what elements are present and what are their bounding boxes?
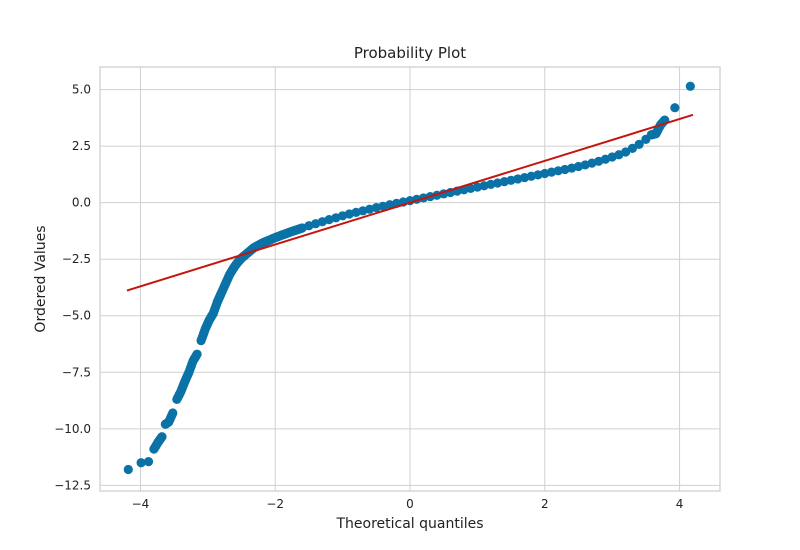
x-tick-label: −4 — [132, 497, 150, 511]
x-tick-label: −2 — [266, 497, 284, 511]
y-tick-label: −5.0 — [62, 309, 91, 323]
x-tick-label: 0 — [406, 497, 414, 511]
data-point — [191, 350, 201, 360]
data-point — [167, 409, 177, 420]
data-point — [136, 458, 146, 468]
plot-frame — [99, 66, 721, 492]
data-point — [123, 464, 133, 475]
y-axis-label: Ordered Values — [33, 225, 49, 332]
data-point — [296, 223, 306, 233]
chart-title: Probability Plot — [354, 44, 466, 62]
y-tick-label: −10.0 — [54, 422, 91, 436]
y-tick-label: 2.5 — [72, 139, 91, 153]
data-point — [627, 143, 637, 154]
y-tick-label: −7.5 — [62, 365, 91, 379]
y-tick-label: −12.5 — [54, 478, 91, 492]
y-tick-label: 5.0 — [72, 83, 91, 97]
fit-line — [126, 113, 694, 292]
y-tick-label: −2.5 — [62, 252, 91, 266]
x-tick-label: 4 — [676, 497, 684, 511]
x-axis-ticks: −4 −2 0 2 4 — [132, 497, 684, 511]
x-axis-label: Theoretical quantiles — [335, 516, 483, 532]
y-axis-ticks: 5.0 2.5 0.0 −2.5 −5.0 −7.5 −10.0 −12.5 — [54, 83, 91, 493]
x-tick-label: 2 — [541, 497, 549, 511]
grid-lines — [100, 67, 720, 491]
data-point — [621, 147, 631, 157]
data-point — [685, 81, 695, 91]
data-points — [123, 81, 695, 475]
data-point — [156, 433, 166, 443]
data-point — [143, 457, 154, 467]
data-point — [670, 103, 680, 113]
y-tick-label: 0.0 — [72, 196, 91, 210]
data-point — [634, 139, 644, 149]
